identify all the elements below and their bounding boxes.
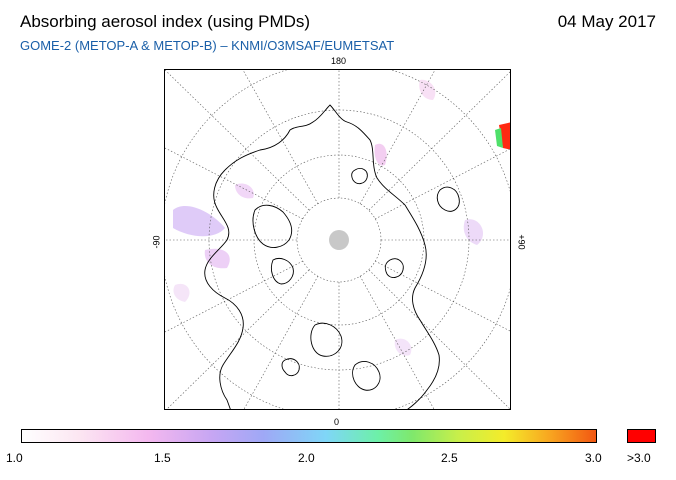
colorbar-tick-label: 2.0 (298, 451, 315, 465)
colorbar-tick-label: 3.0 (585, 451, 602, 465)
aerosol-patch-high (499, 122, 510, 150)
aerosol-patch-mid (495, 128, 503, 148)
coastline-island (436, 186, 460, 212)
aerosol-patch (463, 219, 484, 245)
colorbar-tick-label: 2.5 (441, 451, 458, 465)
pole-no-data-marker (329, 230, 349, 250)
coastline-segment (224, 104, 406, 206)
meridian (359, 275, 435, 409)
meridian (368, 269, 510, 409)
longitude-label-bottom: 0 (334, 417, 340, 427)
coastline-segment (204, 169, 244, 409)
coastline-island (310, 322, 343, 357)
colorbar-overflow-swatch (627, 429, 656, 443)
coastline-island (252, 204, 293, 248)
colorbar-tick-label: 1.0 (6, 451, 23, 465)
coastline-island (384, 258, 404, 278)
coastline-island (281, 358, 300, 377)
meridian (165, 147, 304, 220)
aerosol-patch (419, 79, 436, 100)
coastlines (204, 104, 460, 409)
polar-map-canvas (165, 70, 510, 409)
coastline-island (351, 167, 368, 185)
map-title: Absorbing aerosol index (using PMDs) (20, 12, 311, 31)
meridian (368, 71, 510, 211)
longitude-label-right: +90 (516, 234, 527, 250)
aerosol-patch (173, 283, 190, 302)
coastline-island (352, 361, 381, 391)
meridian (374, 260, 510, 332)
aerosol-patch (204, 248, 230, 269)
colorbar (21, 429, 597, 443)
colorbar-overflow-label: >3.0 (627, 451, 651, 465)
aerosol-patch (173, 206, 225, 237)
meridian (242, 70, 319, 205)
meridian (165, 260, 304, 333)
aerosol-patch (235, 183, 254, 199)
meridian (243, 275, 319, 409)
map-subtitle: GOME-2 (METOP-A & METOP-B) – KNMI/O3MSAF… (20, 38, 395, 53)
aerosol-patches (173, 79, 510, 356)
longitude-label-top: 180 (331, 56, 347, 66)
coastline-island (270, 257, 294, 285)
colorbar-tick-label: 1.5 (154, 451, 171, 465)
meridians (165, 70, 510, 409)
meridian (374, 148, 510, 220)
polar-map (164, 69, 511, 410)
aerosol-patch (374, 143, 387, 166)
meridian (359, 70, 436, 205)
aerosol-patch (394, 338, 412, 356)
coastline-segment (404, 204, 440, 409)
longitude-label-left: -90 (151, 235, 162, 249)
map-date: 04 May 2017 (557, 12, 656, 31)
